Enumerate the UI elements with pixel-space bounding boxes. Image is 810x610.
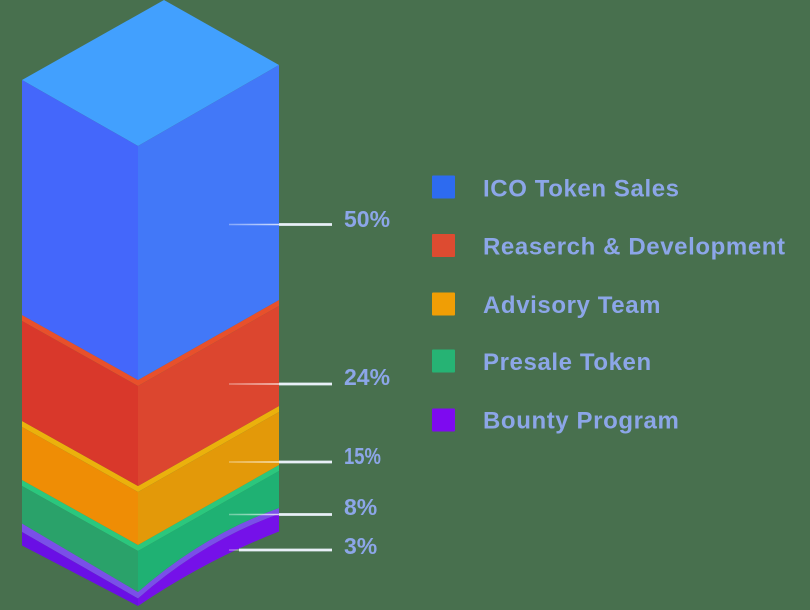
svg-text:50%: 50%: [344, 206, 390, 232]
svg-text:Reaserch & Development: Reaserch & Development: [483, 234, 786, 261]
svg-text:Advisory Team: Advisory Team: [483, 292, 661, 319]
svg-text:3%: 3%: [344, 533, 377, 559]
svg-text:15%: 15%: [344, 443, 381, 469]
svg-text:24%: 24%: [344, 364, 390, 390]
svg-text:Bounty Program: Bounty Program: [483, 408, 679, 435]
svg-text:8%: 8%: [344, 494, 377, 520]
svg-text:ICO Token Sales: ICO Token Sales: [483, 176, 680, 203]
svg-text:Presale Token: Presale Token: [483, 349, 652, 376]
